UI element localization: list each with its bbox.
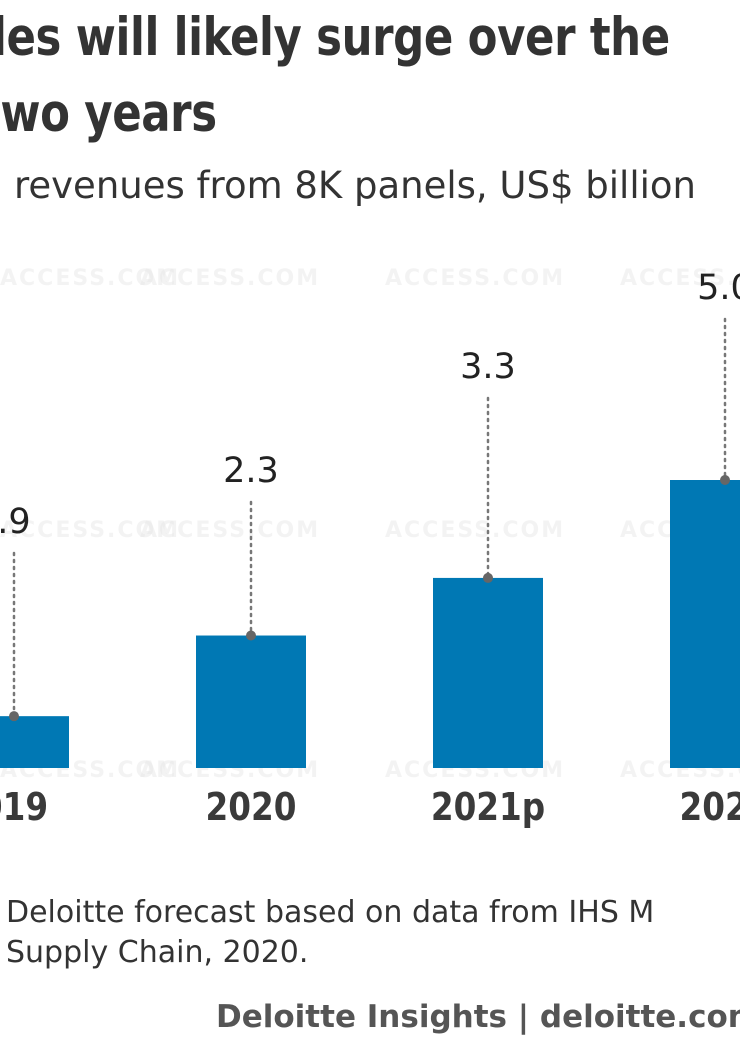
- watermark-text: ACCESS.COM: [0, 518, 181, 543]
- x-tick-label: 2021p: [431, 786, 545, 830]
- connector-dot: [9, 711, 19, 722]
- data-label: 3.3: [460, 347, 516, 387]
- bar: [433, 577, 543, 768]
- footer-credit: Deloitte Insights | deloitte.com/: [216, 999, 740, 1035]
- bar: [670, 480, 740, 768]
- x-tick-label: 019: [0, 786, 48, 830]
- chart-title-line-2: two years: [0, 83, 217, 144]
- bar: [196, 635, 306, 768]
- connector-dot: [246, 630, 256, 641]
- connector-dot: [720, 475, 730, 485]
- source-line-1: Deloitte forecast based on data from IHS…: [6, 895, 655, 930]
- watermark-text: ACCESS.COM: [0, 266, 181, 291]
- watermark-text: ACCESS.COM: [385, 266, 566, 291]
- chart-title-line-1: les will likely surge over the: [0, 7, 670, 68]
- bar: [0, 716, 69, 768]
- x-tick-label: 2022: [680, 786, 740, 830]
- watermark-text: ACCESS.COM: [620, 266, 740, 291]
- watermark-text: ACCESS.COM: [385, 518, 566, 543]
- chart-subtitle: revenues from 8K panels, US$ billion: [14, 164, 696, 207]
- connector-dot: [483, 572, 493, 583]
- data-label: 2.3: [223, 451, 279, 491]
- x-tick-label: 2020: [206, 786, 297, 830]
- data-label: 5.0: [697, 268, 740, 308]
- watermark-text: ACCESS.COM: [140, 266, 321, 291]
- watermark-text: ACCESS.COM: [140, 518, 321, 543]
- source-line-2: Supply Chain, 2020.: [6, 935, 309, 970]
- source-note: Deloitte forecast based on data from IHS…: [6, 893, 654, 973]
- data-label: .9: [0, 502, 31, 542]
